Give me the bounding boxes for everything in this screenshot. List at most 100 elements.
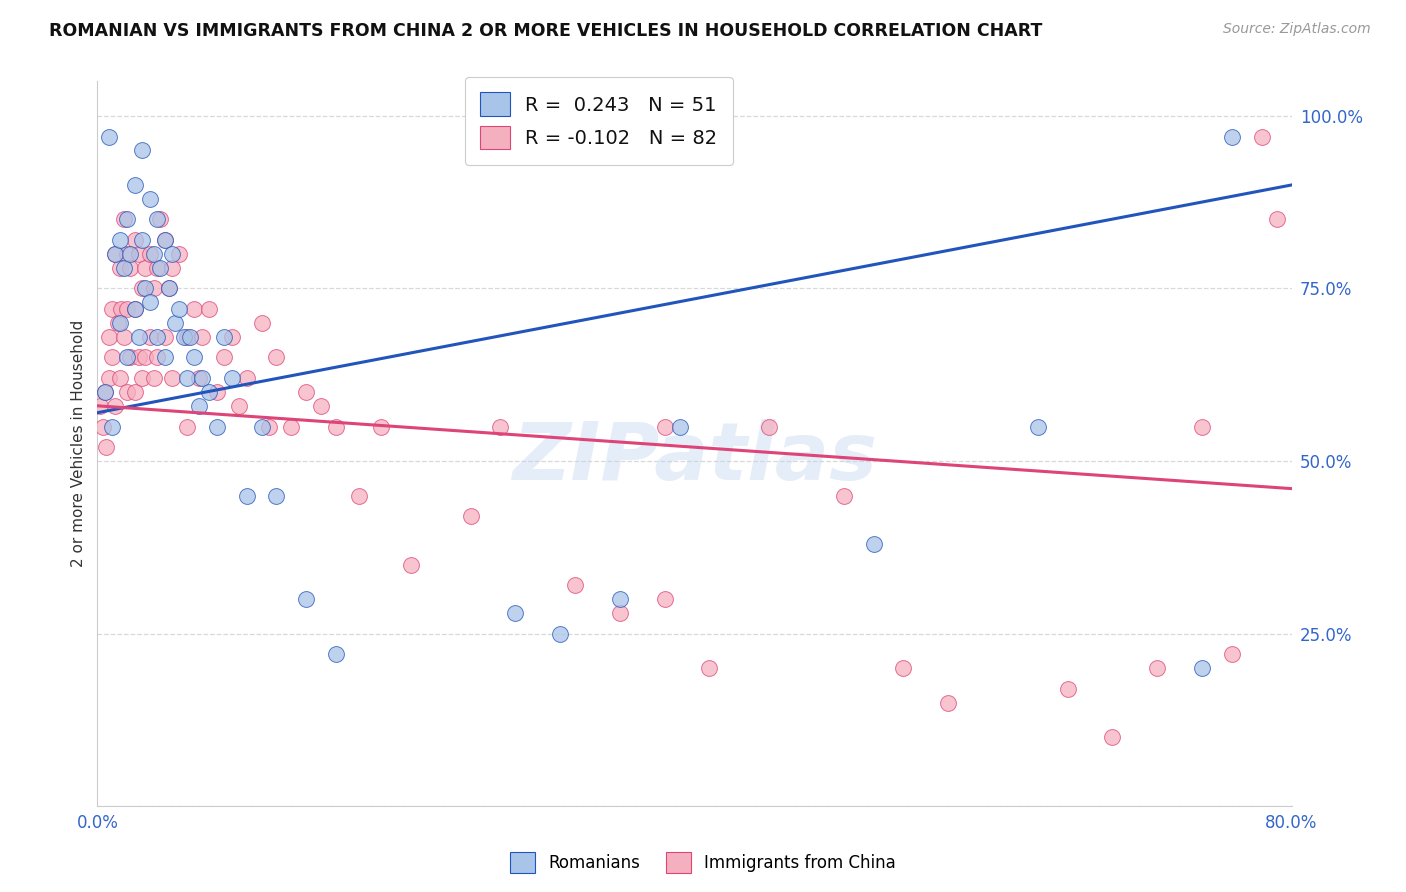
Legend: R =  0.243   N = 51, R = -0.102   N = 82: R = 0.243 N = 51, R = -0.102 N = 82 [465,77,733,165]
Point [101,419,124,434]
Point [94,384,117,399]
Point [191,371,214,385]
Point [548,626,571,640]
Point [120,351,142,365]
Point [101,302,124,317]
Point [143,371,166,385]
Point [325,419,347,434]
Point [149,212,172,227]
Point [134,351,156,365]
Text: Source: ZipAtlas.com: Source: ZipAtlas.com [1223,22,1371,37]
Point [120,260,142,275]
Point [146,351,169,365]
Point [115,247,138,261]
Point [1220,647,1243,661]
Point [266,351,288,365]
Point [1220,129,1243,144]
Point [183,302,205,317]
Point [187,399,209,413]
Point [187,371,209,385]
Point [146,260,169,275]
Point [153,233,176,247]
Point [176,330,198,344]
Point [157,281,180,295]
Point [399,558,422,572]
Point [115,212,138,227]
Point [169,302,191,317]
Point [115,384,138,399]
Point [104,399,127,413]
Point [138,247,160,261]
Point [295,384,318,399]
Point [205,419,228,434]
Point [1026,419,1049,434]
Point [862,537,884,551]
Point [143,281,166,295]
Point [153,330,176,344]
Point [157,281,180,295]
Point [124,233,146,247]
Legend: Romanians, Immigrants from China: Romanians, Immigrants from China [503,846,903,880]
Point [131,281,153,295]
Point [91,419,114,434]
Point [128,351,150,365]
Point [758,419,780,434]
Point [1056,681,1078,696]
Point [266,489,288,503]
Point [96,440,118,454]
Point [153,351,176,365]
Point [221,371,243,385]
Point [176,419,198,434]
Point [198,384,221,399]
Point [183,351,205,365]
Point [124,178,146,192]
Point [131,144,153,158]
Point [153,233,176,247]
Point [98,129,121,144]
Point [205,384,228,399]
Point [212,330,235,344]
Point [654,592,676,607]
Text: ROMANIAN VS IMMIGRANTS FROM CHINA 2 OR MORE VEHICLES IN HOUSEHOLD CORRELATION CH: ROMANIAN VS IMMIGRANTS FROM CHINA 2 OR M… [49,22,1043,40]
Point [138,192,160,206]
Point [295,592,318,607]
Point [347,489,370,503]
Point [110,302,132,317]
Point [138,295,160,310]
Point [98,330,121,344]
Point [176,371,198,385]
Point [1146,661,1168,675]
Point [143,247,166,261]
Point [115,302,138,317]
Point [101,351,124,365]
Point [112,212,135,227]
Point [138,330,160,344]
Point [94,384,117,399]
Point [98,371,121,385]
Point [893,661,915,675]
Point [668,419,690,434]
Point [104,247,127,261]
Point [235,489,257,503]
Text: ZIPatlas: ZIPatlas [512,419,877,497]
Point [1191,661,1213,675]
Point [460,509,482,524]
Point [228,399,250,413]
Point [832,489,855,503]
Point [146,330,169,344]
Point [325,647,347,661]
Point [104,247,127,261]
Point [699,661,721,675]
Point [160,247,183,261]
Point [191,330,214,344]
Point [124,384,146,399]
Point [280,419,302,434]
Point [128,330,150,344]
Point [108,371,131,385]
Point [1101,730,1123,744]
Point [89,399,111,413]
Point [564,578,586,592]
Point [160,371,183,385]
Point [108,316,131,330]
Point [179,330,201,344]
